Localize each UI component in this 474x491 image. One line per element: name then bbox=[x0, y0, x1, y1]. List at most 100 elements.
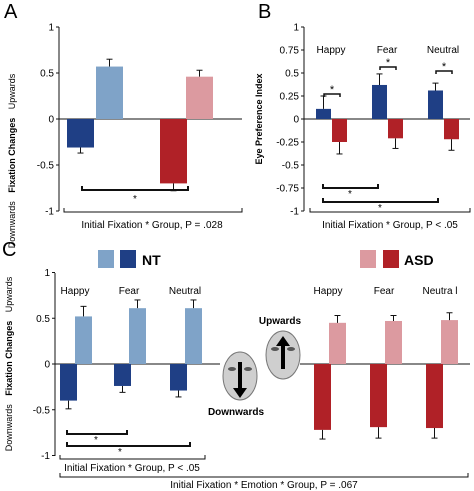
panel-c-sig-star-1: * bbox=[94, 435, 98, 446]
panel-c-asd-up-bar-2 bbox=[441, 320, 458, 364]
panel-c-sig-bracket-1 bbox=[66, 430, 128, 435]
panel-b-sig-bracket-2 bbox=[322, 198, 439, 203]
panel-a: 1 0.5 0 -0.5 -1 Downwards Fixation Changes U… bbox=[7, 23, 243, 248]
panel-c-ylabel-main: Fixation Changes bbox=[4, 321, 14, 396]
panel-a-sig-bracket bbox=[81, 186, 189, 191]
panel-a-bar-1 bbox=[96, 66, 123, 119]
panel-a-tick-label-0: 1 bbox=[48, 23, 54, 34]
panel-b-tick-label-8: -1 bbox=[290, 207, 299, 218]
panel-c-asd-category-0: Happy bbox=[314, 286, 343, 297]
panel-a-caption: Initial Fixation * Group, P = .028 bbox=[81, 220, 223, 231]
svg-text:Downwards Fixation Chang: Downwards Fixation Changes Upwards bbox=[7, 73, 17, 248]
panel-c-nt-down-bar-1 bbox=[114, 364, 131, 386]
panel-b-tick-label-3: 0.25 bbox=[280, 92, 300, 103]
panel-a-tick-label-2: 0 bbox=[48, 115, 54, 126]
panel-c-nt-up-bar-1 bbox=[129, 308, 146, 364]
panel-c-nt-up-bar-0 bbox=[75, 316, 92, 364]
panel-b-asd-bar-2 bbox=[444, 119, 459, 140]
panel-c-nt-down-bar-2 bbox=[170, 364, 187, 391]
panel-c-tick-label-0: 1 bbox=[44, 268, 50, 279]
arrow-up-icon bbox=[276, 336, 290, 346]
panel-c-asd-down-bar-2 bbox=[426, 364, 443, 429]
panel-b-ylabel: Eye Preference Index bbox=[254, 73, 264, 164]
panel-b-nt-bar-1 bbox=[372, 84, 387, 119]
panel-c-nt-up-bar-2 bbox=[185, 308, 202, 364]
panel-c-nt-down-bar-0 bbox=[60, 364, 77, 401]
panel-b-tick-label-6: -0.5 bbox=[282, 161, 300, 172]
inset-upwards-label: Upwards bbox=[259, 316, 302, 327]
legend-nt-light-swatch bbox=[98, 250, 114, 268]
panel-b-category-0: Happy bbox=[317, 45, 346, 56]
panel-c-ylabel-down: Downwards bbox=[4, 404, 14, 452]
panel-c-sig-star-2: * bbox=[118, 447, 122, 458]
panel-b-sig-1-bracket bbox=[379, 66, 397, 70]
panel-b-sig-star-4: * bbox=[348, 189, 352, 200]
panel-c-asd-up-bar-1 bbox=[385, 320, 402, 364]
panel-b-asd-bar-1 bbox=[388, 119, 403, 139]
panel-b-category-1: Fear bbox=[377, 45, 398, 56]
panel-b-caption-bracket bbox=[309, 208, 471, 213]
panel-c-asd-category-1: Fear bbox=[374, 286, 395, 297]
panel-b-sig-2-star: * bbox=[442, 61, 447, 73]
panel-b-tick-label-2: 0.5 bbox=[285, 69, 299, 80]
panel-c-tick-label-2: 0 bbox=[44, 360, 50, 371]
panel-label-c: C bbox=[2, 239, 16, 261]
panel-b-sig-1-star: * bbox=[386, 57, 391, 69]
face-eye-right bbox=[244, 367, 252, 371]
panel-a-bar-0 bbox=[67, 119, 94, 148]
panel-c: NT ASD 1 0.5 0 -0.5 -1 Happy Fear Neutral Happy… bbox=[4, 250, 470, 491]
panel-c-ylabel-up: Upwards bbox=[4, 276, 14, 312]
panel-b-sig-0-bracket bbox=[323, 93, 341, 97]
panel-a-bar-2 bbox=[160, 119, 187, 184]
legend-asd-light-swatch bbox=[360, 250, 376, 268]
panel-b-tick-label-5: -0.25 bbox=[276, 138, 299, 149]
panel-b-tick-label-1: 0.75 bbox=[280, 46, 300, 57]
panel-c-tick-label-3: -0.5 bbox=[33, 405, 51, 416]
panel-c-tick-label-4: -1 bbox=[41, 451, 50, 462]
face-eye-left bbox=[228, 367, 236, 371]
arrow-down-icon bbox=[233, 388, 247, 398]
panel-label-b: B bbox=[258, 1, 271, 23]
panel-c-asd-up-bar-0 bbox=[329, 322, 346, 364]
panel-c-nt-category-0: Happy bbox=[61, 286, 90, 297]
panel-b-category-2: Neutral bbox=[427, 45, 459, 56]
panel-c-nt-category-1: Fear bbox=[119, 286, 140, 297]
panel-a-ylabel-main: Fixation Changes bbox=[7, 118, 17, 193]
panel-a-caption-bracket bbox=[63, 208, 243, 213]
panel-a-tick-label-3: -0.5 bbox=[37, 161, 55, 172]
panel-b-nt-bar-2 bbox=[428, 90, 443, 119]
panel-c-nt-category-2: Neutral bbox=[169, 286, 201, 297]
legend-asd-label: ASD bbox=[404, 252, 434, 268]
panel-b-sig-star-5: * bbox=[378, 203, 382, 214]
panel-c-asd-down-bar-0 bbox=[314, 364, 331, 430]
panel-c-caption-group: Initial Fixation * Group, P < .05 bbox=[64, 463, 200, 474]
panel-b-asd-bar-0 bbox=[332, 119, 347, 142]
panel-b: 10.750.50.250-0.25-0.5-0.75-1 Happy*Fear… bbox=[254, 23, 471, 231]
panel-c-tick-label-1: 0.5 bbox=[36, 314, 50, 325]
panel-b-sig-0-star: * bbox=[330, 84, 335, 96]
legend-asd-dark-swatch bbox=[383, 250, 399, 268]
panel-c-caption-bracket-2 bbox=[59, 473, 469, 478]
svg-text:Downwards Fixation Chang: Downwards Fixation Changes Upwards bbox=[4, 276, 14, 451]
panel-b-sig-2-bracket bbox=[435, 70, 453, 74]
panel-b-caption: Initial Fixation * Group, P < .05 bbox=[322, 220, 458, 231]
panel-c-caption-emotion: Initial Fixation * Emotion * Group, P = … bbox=[170, 480, 358, 491]
panel-c-sig-bracket-2 bbox=[66, 442, 191, 447]
panel-a-ylabel-up: Upwards bbox=[7, 73, 17, 109]
legend-nt-label: NT bbox=[142, 252, 161, 268]
face-eye-left-2 bbox=[271, 347, 279, 351]
panel-label-a: A bbox=[4, 1, 18, 23]
panel-c-asd-down-bar-1 bbox=[370, 364, 387, 428]
face-eye-right-2 bbox=[287, 347, 295, 351]
panel-a-tick-label-1: 0.5 bbox=[40, 69, 54, 80]
inset-downwards-label: Downwards bbox=[208, 407, 265, 418]
panel-b-tick-label-7: -0.75 bbox=[276, 184, 299, 195]
panel-a-ylabel-down: Downwards bbox=[7, 201, 17, 249]
inset-faces: Upwards Downwards bbox=[208, 316, 302, 418]
panel-b-nt-bar-0 bbox=[316, 108, 331, 119]
panel-a-bar-3 bbox=[186, 76, 213, 119]
panel-b-sig-bracket-1 bbox=[322, 184, 379, 189]
panel-b-tick-label-0: 1 bbox=[293, 23, 299, 34]
panel-a-tick-label-4: -1 bbox=[45, 207, 54, 218]
